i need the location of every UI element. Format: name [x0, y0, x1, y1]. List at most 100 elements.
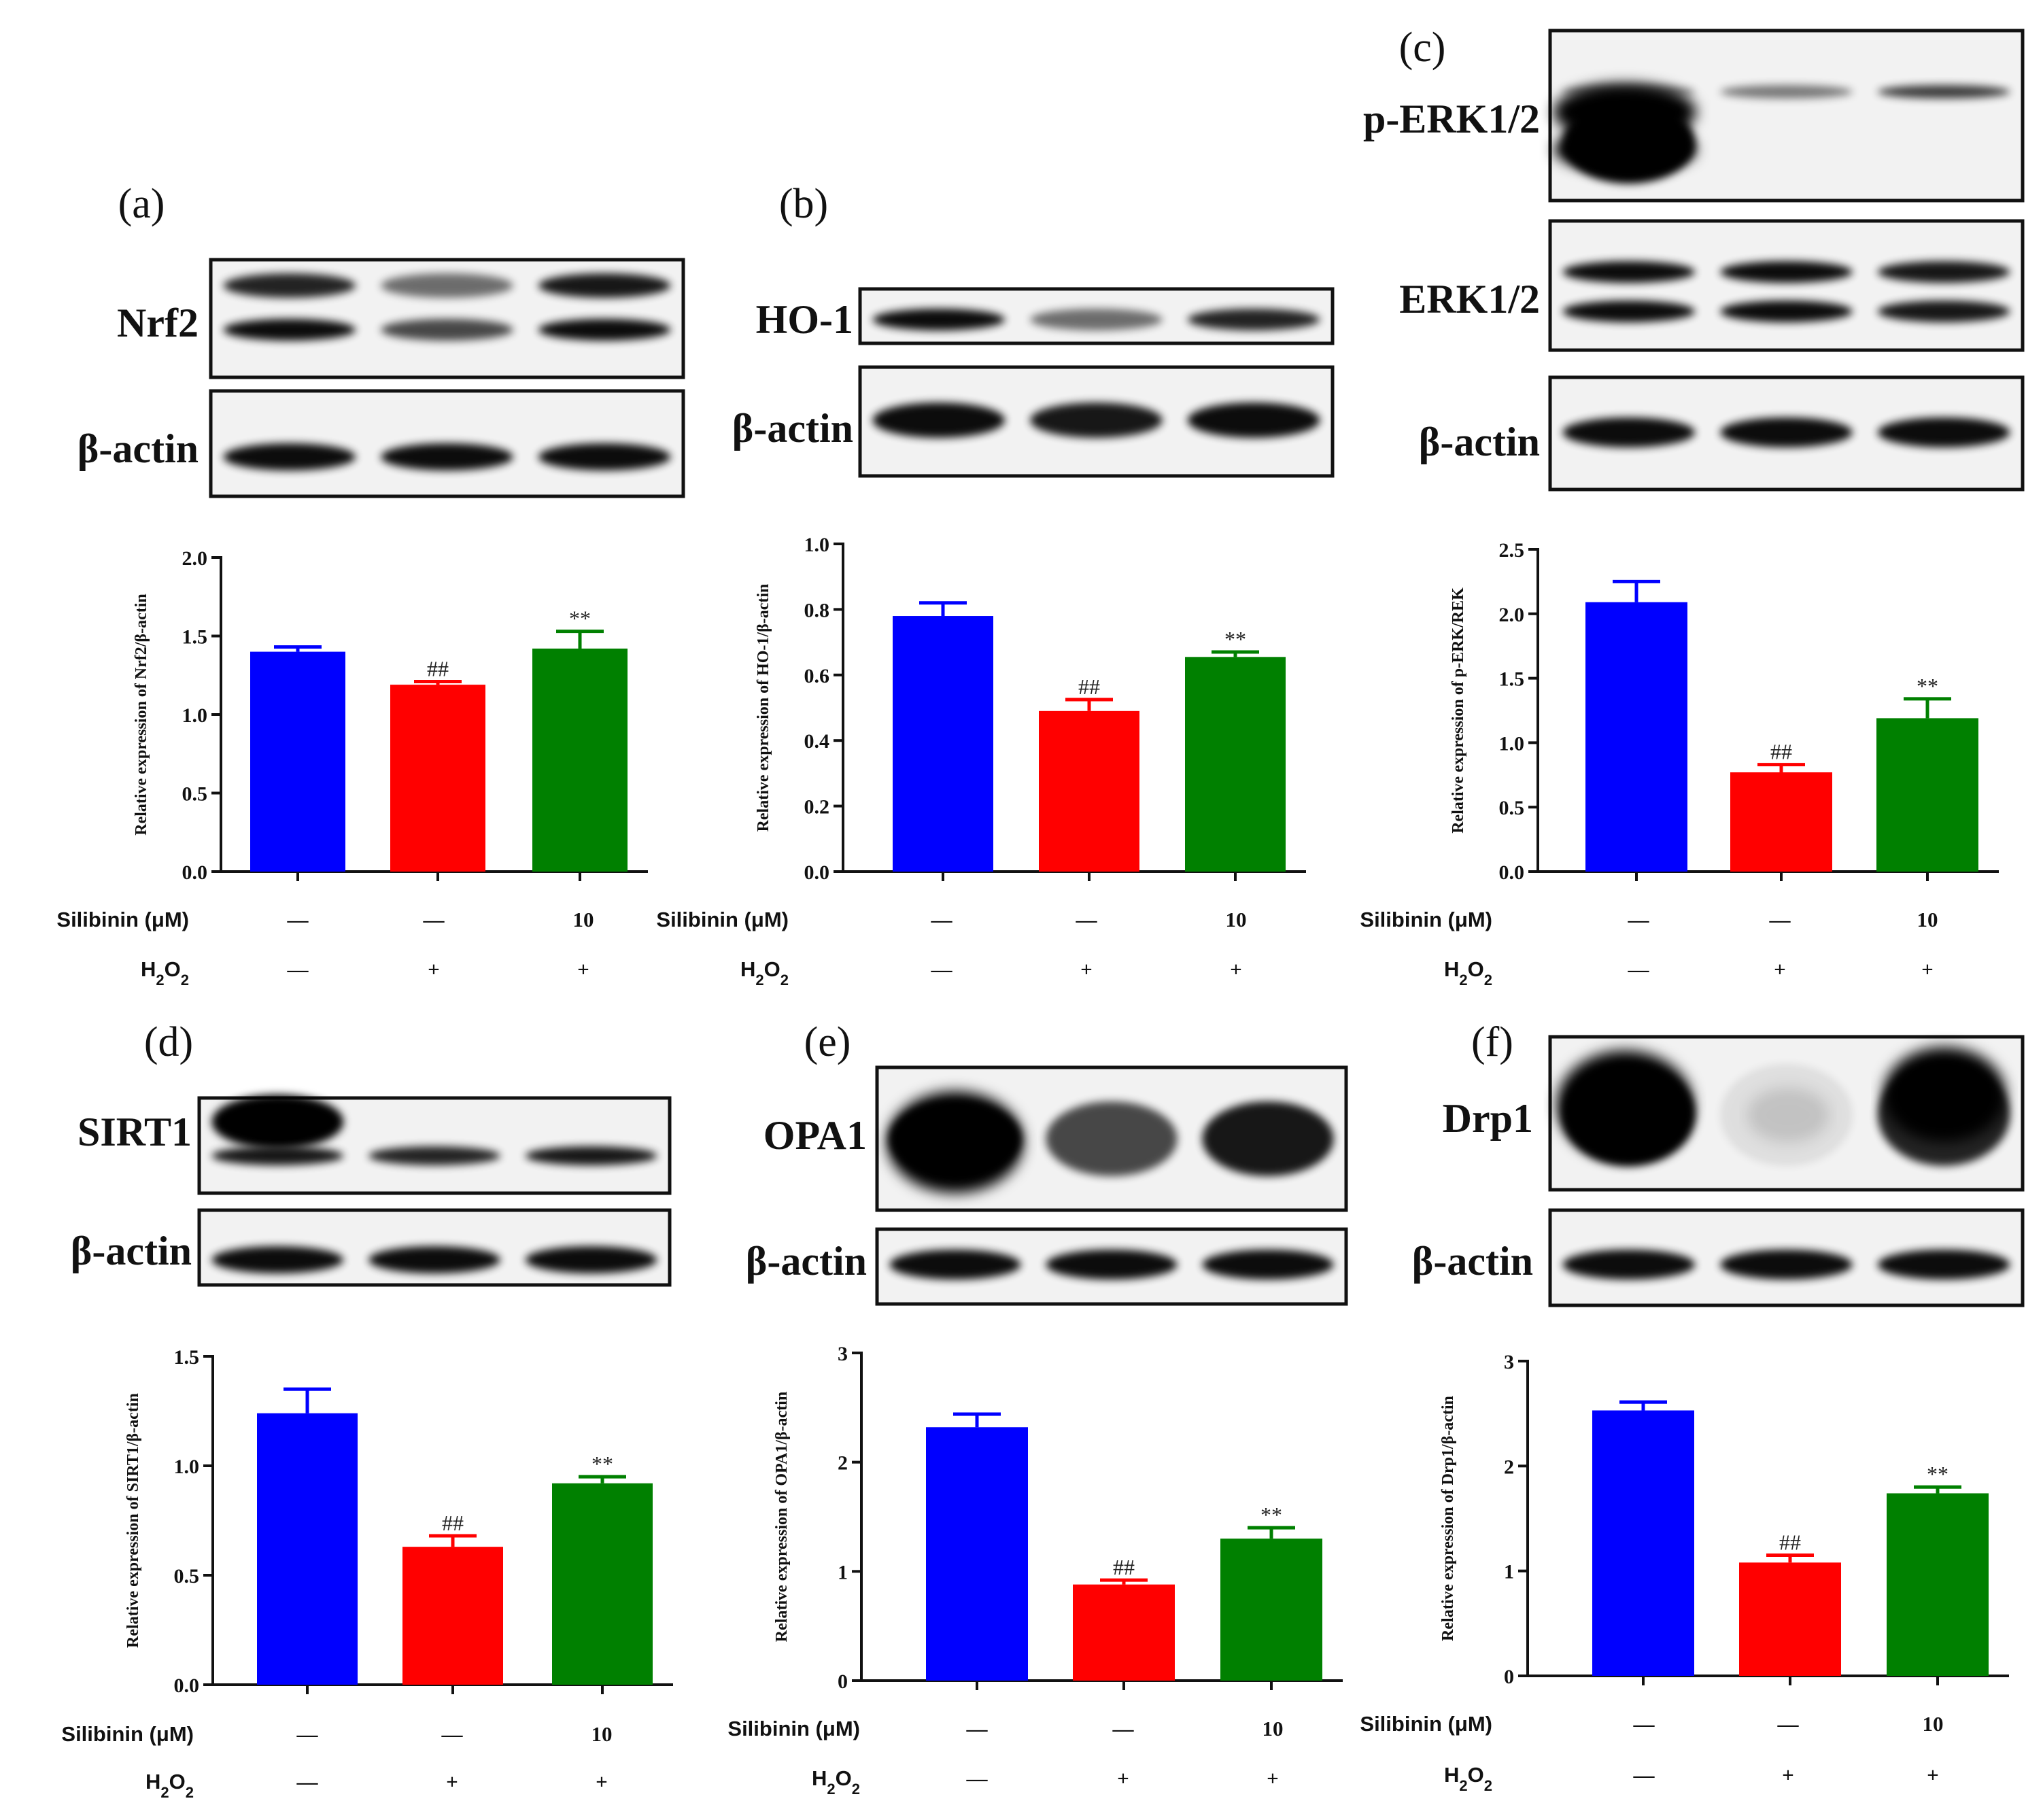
- significance-label: **: [1260, 1503, 1282, 1527]
- formula-part: H: [1444, 1763, 1459, 1787]
- y-axis-title: Relative expression of HO-1/β-actin: [755, 584, 772, 832]
- band: [889, 1250, 1021, 1280]
- h2o2-value: +: [1080, 957, 1093, 981]
- blot-erk1-2: ERK1/2: [1399, 219, 2025, 352]
- formula-part: H: [812, 1766, 827, 1790]
- bar-chart: 0.0 0.2 0.4 0.6 0.8 1.0 Relative expression of…: [755, 534, 1306, 884]
- silibinin-value: 10: [1263, 1717, 1284, 1740]
- band: [1562, 301, 1696, 322]
- bar-chart: 0 1 2 3 Relative expression of Drp1/β-actin #…: [1439, 1351, 2009, 1688]
- bar-chart: 0 1 2 3 Relative expression of OPA1/β-actin #…: [773, 1343, 1343, 1693]
- band: [1877, 417, 2010, 447]
- silibinin-value: —: [1633, 1712, 1655, 1736]
- bar-silibinin: [1876, 718, 1978, 872]
- y-tick-label: 1: [838, 1561, 848, 1583]
- silibinin-value: 10: [1923, 1712, 1944, 1736]
- panel-d: (d) SIRT1 β-actin 0.0 0.5 1.0 1.5 Relative expr…: [61, 1019, 673, 1801]
- silibinin-value: 10: [1917, 908, 1938, 931]
- h2o2-row-label: H2O2: [812, 1766, 860, 1798]
- band: [1187, 402, 1320, 438]
- h2o2-value: —: [1633, 1763, 1655, 1787]
- band: [1720, 1250, 1853, 1280]
- blot-sirt1: SIRT1: [78, 1095, 672, 1195]
- y-tick-label: 0.0: [1499, 861, 1525, 884]
- band-strong: [1883, 1047, 2006, 1142]
- band: [1202, 1101, 1334, 1176]
- h2o2-value: —: [287, 957, 309, 981]
- formula-part: H: [145, 1770, 160, 1793]
- h2o2-value: +: [1927, 1763, 1939, 1787]
- bar-h2o2: [1730, 772, 1832, 872]
- y-tick-label: 3: [1504, 1351, 1514, 1373]
- h2o2-value: +: [428, 957, 440, 981]
- band: [1877, 301, 2010, 322]
- subscript: 2: [852, 1781, 860, 1798]
- blot-opa1: OPA1: [763, 1065, 1348, 1212]
- panel-letter: (f): [1471, 1019, 1513, 1065]
- subscript: 2: [186, 1784, 194, 1801]
- significance-label: ##: [1078, 674, 1100, 699]
- bar-h2o2: [402, 1547, 503, 1685]
- formula-part: H: [740, 957, 755, 981]
- blot-ho-1: HO-1: [756, 287, 1335, 345]
- bar-chart: 0.0 0.5 1.0 1.5 Relative expression of SIRT1…: [124, 1346, 673, 1697]
- h2o2-row-label: H2O2: [1444, 1763, 1492, 1794]
- blot-label: β-actin: [78, 426, 199, 471]
- y-axis-title: Relative expression of p-ERK/REK: [1449, 587, 1467, 834]
- silibinin-row-label: Silibinin (μM): [727, 1717, 860, 1740]
- bar-control: [257, 1413, 358, 1685]
- subscript: 2: [156, 972, 164, 989]
- band: [1562, 261, 1696, 283]
- y-tick-label: 1.0: [174, 1456, 200, 1478]
- y-axis-title: Relative expression of Drp1/β-actin: [1439, 1396, 1457, 1641]
- y-tick-label: 3: [838, 1343, 848, 1365]
- bar-control: [926, 1427, 1028, 1681]
- band: [211, 1095, 344, 1149]
- y-tick-label: 1.0: [804, 534, 830, 556]
- panel-c: (c) p-ERK1/2 ERK1/2 β-actin 0.0 0.5 1.0 1.5 2.0 2…: [1360, 24, 2025, 989]
- silibinin-row-label: Silibinin (μM): [1360, 908, 1492, 931]
- h2o2-value: —: [1628, 957, 1650, 981]
- y-tick-label: 1: [1504, 1561, 1514, 1583]
- band: [1720, 301, 1853, 322]
- bar-silibinin: [1185, 657, 1286, 872]
- y-axis-title: Relative expression of SIRT1/β-actin: [124, 1393, 142, 1648]
- blot--actin: β-actin: [746, 1227, 1348, 1306]
- blot--actin: β-actin: [78, 389, 685, 498]
- condition-table: Silibinin (μM)H2O2— —10— + +: [61, 1722, 612, 1801]
- band: [1877, 1250, 2010, 1280]
- silibinin-value: 10: [573, 908, 594, 931]
- blot-label: β-actin: [1419, 419, 1540, 464]
- condition-table: Silibinin (μM)H2O2— —10— + +: [1360, 908, 1938, 989]
- silibinin-value: —: [1628, 908, 1650, 931]
- silibinin-value: —: [287, 908, 309, 931]
- subscript: 2: [160, 1784, 169, 1801]
- formula-part: H: [1444, 957, 1459, 981]
- formula-part: O: [836, 1766, 852, 1790]
- h2o2-value: +: [1267, 1766, 1279, 1790]
- silibinin-row-label: Silibinin (μM): [56, 908, 189, 931]
- silibinin-value: —: [966, 1717, 989, 1740]
- band: [1202, 1250, 1334, 1280]
- band-strong: [1553, 84, 1696, 141]
- bar-chart: 0.0 0.5 1.0 1.5 2.0 2.5 Relative expression of…: [1449, 539, 1999, 884]
- significance-label: **: [591, 1452, 613, 1476]
- h2o2-value: —: [966, 1766, 989, 1790]
- subscript: 2: [827, 1781, 835, 1798]
- subscript: 2: [1484, 1777, 1492, 1794]
- panel-letter: (b): [779, 181, 828, 227]
- band: [223, 273, 356, 298]
- band: [538, 319, 671, 341]
- blot-frame: [1548, 219, 2025, 352]
- blot-drp1: Drp1: [1443, 1035, 2025, 1192]
- subscript: 2: [1459, 972, 1467, 989]
- panel-letter: (e): [804, 1019, 851, 1065]
- panel-letter: (d): [144, 1019, 193, 1065]
- blot-label: SIRT1: [78, 1110, 192, 1154]
- subscript: 2: [1459, 1777, 1467, 1794]
- band: [1046, 1101, 1178, 1176]
- significance-label: **: [1927, 1462, 1948, 1486]
- bar-h2o2: [1039, 710, 1139, 872]
- band: [211, 1146, 344, 1165]
